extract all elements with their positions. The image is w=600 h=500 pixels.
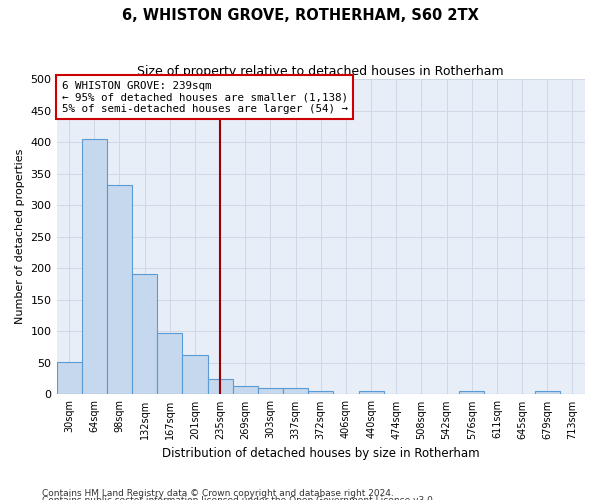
Bar bbox=[283, 388, 308, 394]
Bar bbox=[56, 362, 82, 394]
Y-axis label: Number of detached properties: Number of detached properties bbox=[15, 149, 25, 324]
Text: 6, WHISTON GROVE, ROTHERHAM, S60 2TX: 6, WHISTON GROVE, ROTHERHAM, S60 2TX bbox=[122, 8, 478, 22]
Bar bbox=[308, 390, 334, 394]
Text: Contains HM Land Registry data © Crown copyright and database right 2024.: Contains HM Land Registry data © Crown c… bbox=[42, 488, 394, 498]
Bar bbox=[208, 380, 233, 394]
Bar bbox=[258, 388, 283, 394]
Bar bbox=[359, 392, 383, 394]
Bar bbox=[82, 139, 107, 394]
Bar bbox=[157, 332, 182, 394]
Title: Size of property relative to detached houses in Rotherham: Size of property relative to detached ho… bbox=[137, 65, 504, 78]
Bar bbox=[107, 185, 132, 394]
Bar bbox=[233, 386, 258, 394]
X-axis label: Distribution of detached houses by size in Rotherham: Distribution of detached houses by size … bbox=[162, 447, 479, 460]
Bar bbox=[132, 274, 157, 394]
Text: 6 WHISTON GROVE: 239sqm
← 95% of detached houses are smaller (1,138)
5% of semi-: 6 WHISTON GROVE: 239sqm ← 95% of detache… bbox=[62, 80, 348, 114]
Bar bbox=[182, 354, 208, 395]
Bar bbox=[459, 392, 484, 394]
Text: Contains public sector information licensed under the Open Government Licence v3: Contains public sector information licen… bbox=[42, 496, 436, 500]
Bar bbox=[535, 392, 560, 394]
